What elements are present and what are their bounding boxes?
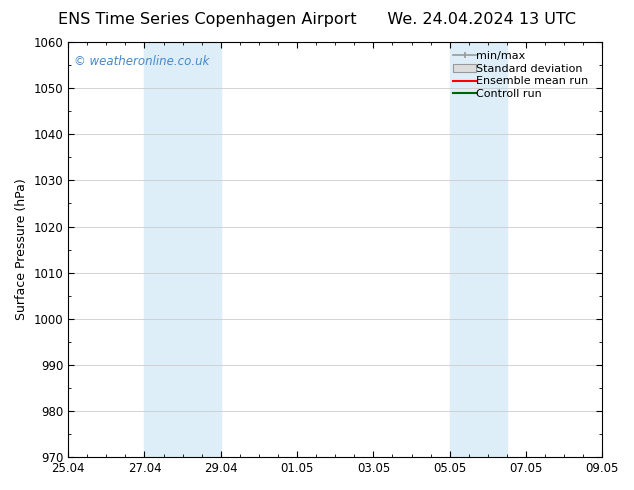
Legend: min/max, Standard deviation, Ensemble mean run, Controll run: min/max, Standard deviation, Ensemble me… bbox=[450, 48, 597, 102]
Text: ENS Time Series Copenhagen Airport      We. 24.04.2024 13 UTC: ENS Time Series Copenhagen Airport We. 2… bbox=[58, 12, 576, 27]
Text: © weatheronline.co.uk: © weatheronline.co.uk bbox=[74, 54, 209, 68]
Bar bbox=[450, 42, 507, 457]
Y-axis label: Surface Pressure (hPa): Surface Pressure (hPa) bbox=[15, 179, 28, 320]
Bar bbox=[145, 42, 221, 457]
